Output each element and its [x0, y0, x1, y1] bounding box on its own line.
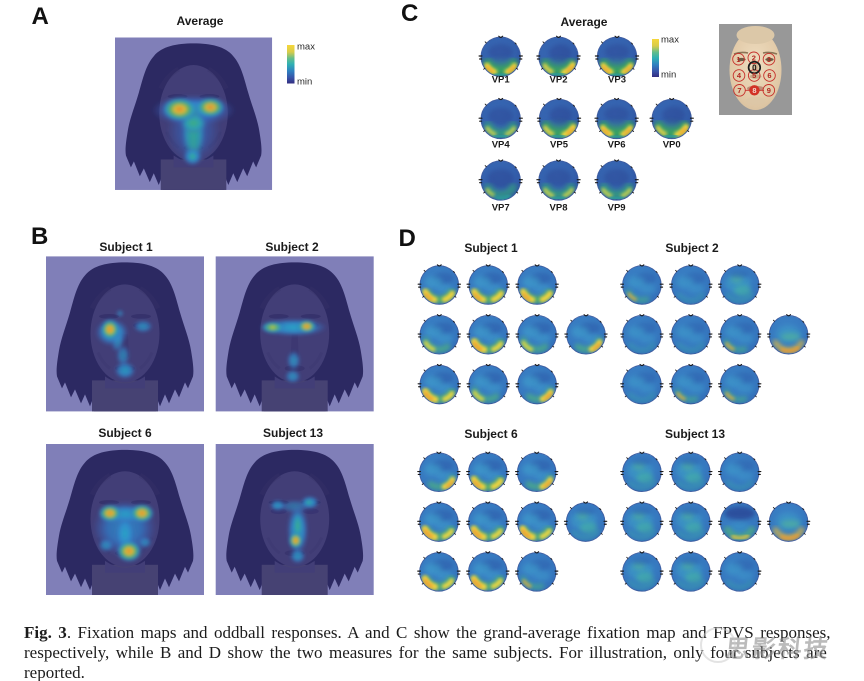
svg-text:VP5: VP5: [550, 139, 569, 150]
svg-text:5: 5: [752, 71, 756, 80]
svg-text:VP1: VP1: [492, 75, 511, 86]
svg-text:8: 8: [752, 86, 756, 95]
svg-text:max: max: [297, 42, 315, 53]
svg-text:min: min: [297, 77, 312, 88]
svg-text:VP7: VP7: [492, 203, 510, 214]
svg-text:VP3: VP3: [608, 75, 626, 86]
svg-text:6: 6: [767, 71, 771, 80]
svg-text:VP9: VP9: [608, 203, 626, 214]
svg-text:7: 7: [737, 86, 741, 95]
svg-text:VP0: VP0: [663, 139, 681, 150]
svg-text:0: 0: [752, 63, 757, 72]
svg-text:min: min: [661, 70, 676, 81]
svg-text:VP8: VP8: [550, 203, 568, 214]
svg-text:3: 3: [767, 55, 771, 64]
svg-text:VP6: VP6: [608, 139, 626, 150]
svg-text:9: 9: [767, 86, 771, 95]
svg-text:VP4: VP4: [492, 139, 511, 150]
svg-text:max: max: [661, 35, 679, 46]
svg-text:1: 1: [736, 55, 740, 64]
svg-text:2: 2: [752, 54, 756, 63]
svg-text:4: 4: [737, 71, 742, 80]
svg-text:VP2: VP2: [550, 75, 568, 86]
